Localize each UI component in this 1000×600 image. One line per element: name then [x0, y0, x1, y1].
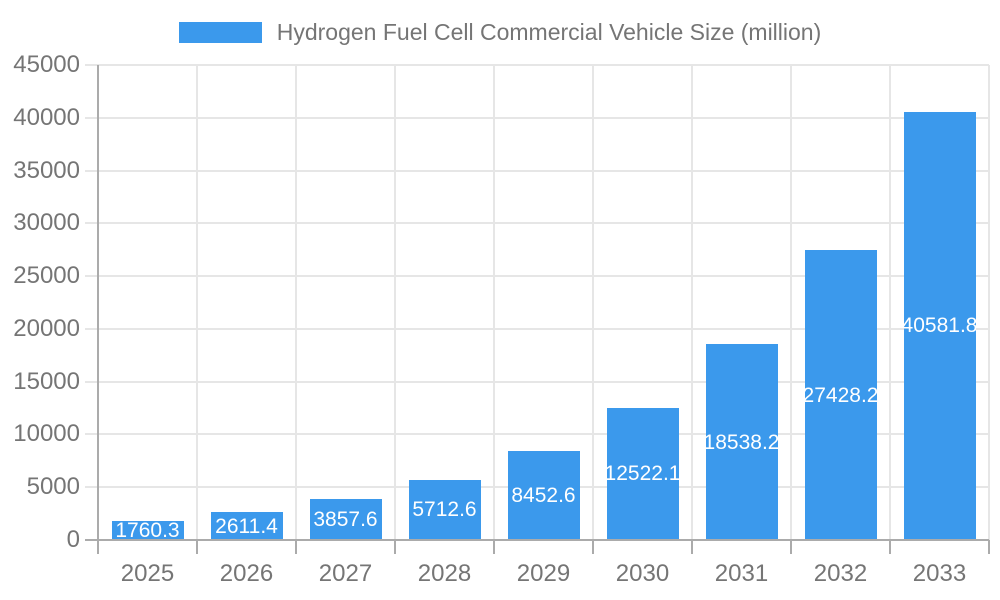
legend-item[interactable]: Hydrogen Fuel Cell Commercial Vehicle Si… [0, 19, 1000, 45]
bar-value-label: 12522.1 [606, 462, 679, 486]
y-gridline [85, 169, 989, 172]
y-gridline [85, 433, 989, 436]
y-axis-tick-label: 5000 [26, 473, 80, 501]
x-axis-tick [691, 540, 693, 554]
x-axis-tick [394, 540, 396, 554]
bar-2026[interactable]: 2611.4 [210, 512, 283, 540]
bar-2025[interactable]: 1760.3 [111, 521, 184, 540]
legend-swatch-icon [178, 21, 262, 43]
x-gridline [889, 65, 891, 540]
x-gridline [691, 65, 693, 540]
x-axis-tick [295, 540, 297, 554]
y-gridline [85, 327, 989, 330]
x-gridline [493, 65, 495, 540]
bar-value-label: 8452.6 [511, 483, 576, 507]
x-gridline [196, 65, 198, 540]
x-axis-tick-label: 2030 [615, 560, 670, 587]
x-gridline [394, 65, 396, 540]
bar-value-label: 3857.6 [313, 508, 378, 532]
bar-2031[interactable]: 18538.2 [705, 344, 778, 540]
x-gridline [592, 65, 594, 540]
x-gridline [295, 65, 297, 540]
y-gridline [85, 116, 989, 119]
x-axis-tick [988, 540, 990, 554]
y-axis-line [97, 65, 99, 554]
x-axis-tick-label: 2029 [516, 560, 571, 587]
y-axis-tick-label: 35000 [13, 156, 80, 184]
x-axis-tick-label: 2027 [318, 560, 373, 587]
bar-2029[interactable]: 8452.6 [507, 450, 580, 540]
x-axis-line [85, 539, 989, 541]
x-axis-tick [493, 540, 495, 554]
bar-2033[interactable]: 40581.8 [903, 111, 976, 540]
x-gridline [988, 65, 990, 540]
x-axis-tick [97, 540, 99, 554]
y-axis-tick-label: 40000 [13, 103, 80, 131]
x-axis-tick-label: 2026 [219, 560, 274, 587]
bar-2032[interactable]: 27428.2 [804, 250, 877, 540]
y-gridline [85, 275, 989, 278]
x-axis-tick [790, 540, 792, 554]
x-axis-tick-label: 2032 [813, 560, 868, 587]
x-axis-tick-label: 2031 [714, 560, 769, 587]
y-axis-tick-label: 10000 [13, 420, 80, 448]
bar-value-label: 2611.4 [215, 514, 278, 538]
bar-value-label: 1760.3 [115, 521, 180, 540]
y-axis-tick-label: 30000 [13, 209, 80, 237]
x-axis-tick-label: 2028 [417, 560, 472, 587]
bar-value-label: 18538.2 [705, 430, 778, 454]
x-axis-tick [889, 540, 891, 554]
y-axis-tick-label: 20000 [13, 314, 80, 342]
x-axis-tick [592, 540, 594, 554]
bar-value-label: 40581.8 [903, 314, 976, 338]
y-axis-tick-label: 0 [66, 526, 80, 553]
x-gridline [790, 65, 792, 540]
y-axis-tick-label: 25000 [13, 262, 80, 290]
bar-2030[interactable]: 12522.1 [606, 407, 679, 540]
bar-2027[interactable]: 3857.6 [309, 499, 382, 540]
bar-value-label: 5712.6 [412, 498, 477, 522]
y-gridline [85, 222, 989, 225]
x-axis-tick-label: 2033 [912, 560, 967, 587]
y-gridline [85, 64, 989, 66]
bar-2028[interactable]: 5712.6 [408, 479, 481, 540]
bar-value-label: 27428.2 [804, 383, 877, 407]
legend-label: Hydrogen Fuel Cell Commercial Vehicle Si… [276, 18, 822, 45]
x-axis-tick-label: 2025 [120, 560, 175, 587]
x-axis-tick [196, 540, 198, 554]
y-gridline [85, 380, 989, 383]
y-axis-tick-label: 45000 [13, 51, 80, 78]
y-axis-tick-label: 15000 [13, 367, 80, 395]
